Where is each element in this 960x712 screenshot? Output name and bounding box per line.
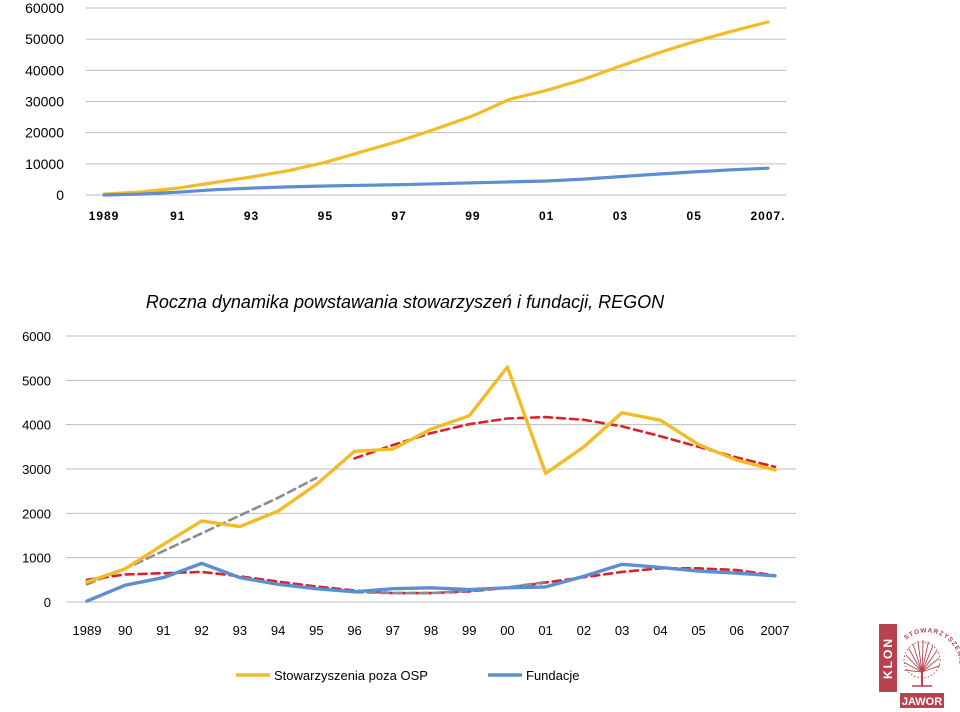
x-tick-label: 2007 bbox=[761, 623, 790, 638]
y-tick-label: 60000 bbox=[25, 0, 64, 16]
x-tick-label: 01 bbox=[539, 209, 554, 223]
x-tick-label: 91 bbox=[156, 623, 170, 638]
x-tick-label: 03 bbox=[613, 209, 628, 223]
x-tick-label: 92 bbox=[194, 623, 208, 638]
x-tick-label: 95 bbox=[318, 209, 333, 223]
cumulative-chart: 0 10000 20000 30000 40000 50000 60000 1989 91 93 9… bbox=[25, 0, 786, 223]
x-tick-label: 98 bbox=[424, 623, 438, 638]
y-tick-label: 5000 bbox=[22, 373, 51, 388]
logo-bottom-text: JAWOR bbox=[902, 696, 942, 708]
klon-jawor-logo: KLON STOWARZYSZENIE JAWOR bbox=[879, 624, 960, 708]
x-tick-label: 95 bbox=[309, 623, 323, 638]
logo-ring-text: STOWARZYSZENIE bbox=[903, 627, 960, 665]
x-tick-label: 2007. bbox=[750, 209, 785, 223]
x-tick-label: 06 bbox=[730, 623, 744, 638]
y-tick-label: 6000 bbox=[22, 329, 51, 344]
x-tick-label: 94 bbox=[271, 623, 285, 638]
y-tick-label: 4000 bbox=[22, 418, 51, 433]
chart-title: Roczna dynamika powstawania stowarzyszeń… bbox=[146, 292, 665, 312]
x-tick-label: 03 bbox=[615, 623, 629, 638]
x-tick-label: 99 bbox=[465, 209, 480, 223]
logo-vertical-text: KLON bbox=[881, 637, 895, 679]
annual-dynamics-chart: Roczna dynamika powstawania stowarzyszeń… bbox=[22, 292, 796, 638]
y-tick-label: 10000 bbox=[25, 156, 64, 172]
x-tick-label: 01 bbox=[538, 623, 552, 638]
x-tick-label: 99 bbox=[462, 623, 476, 638]
y-tick-label: 20000 bbox=[25, 125, 64, 141]
x-tick-label: 1989 bbox=[89, 209, 120, 223]
y-tick-label: 0 bbox=[56, 187, 64, 203]
series-line-fund bbox=[102, 166, 770, 197]
legend: Stowarzyszenia poza OSP Fundacje bbox=[236, 668, 579, 683]
tree-icon bbox=[903, 640, 941, 687]
x-tick-label: 05 bbox=[691, 623, 705, 638]
series-line-stow bbox=[102, 20, 770, 196]
legend-label-stow: Stowarzyszenia poza OSP bbox=[274, 668, 428, 683]
series-line-fund bbox=[85, 561, 777, 603]
x-tick-label: 97 bbox=[386, 623, 400, 638]
x-tick-label: 97 bbox=[391, 209, 406, 223]
x-tick-label: 05 bbox=[687, 209, 702, 223]
x-tick-label: 91 bbox=[170, 209, 185, 223]
y-tick-label: 2000 bbox=[22, 506, 51, 521]
x-tick-label: 04 bbox=[653, 623, 667, 638]
logo-plate bbox=[900, 693, 944, 708]
x-tick-label: 93 bbox=[233, 623, 247, 638]
y-tick-label: 50000 bbox=[25, 31, 64, 47]
y-tick-label: 1000 bbox=[22, 551, 51, 566]
x-tick-label: 02 bbox=[577, 623, 591, 638]
x-tick-label: 90 bbox=[118, 623, 132, 638]
x-tick-label: 1989 bbox=[73, 623, 102, 638]
legend-label-fund: Fundacje bbox=[526, 668, 579, 683]
series-line-stow bbox=[85, 365, 777, 584]
y-tick-label: 0 bbox=[44, 595, 51, 610]
x-tick-label: 96 bbox=[347, 623, 361, 638]
x-tick-label: 00 bbox=[500, 623, 514, 638]
y-tick-label: 40000 bbox=[25, 62, 64, 78]
y-tick-label: 3000 bbox=[22, 462, 51, 477]
y-tick-label: 30000 bbox=[25, 94, 64, 110]
x-tick-label: 93 bbox=[244, 209, 259, 223]
logo-bar bbox=[879, 624, 897, 692]
